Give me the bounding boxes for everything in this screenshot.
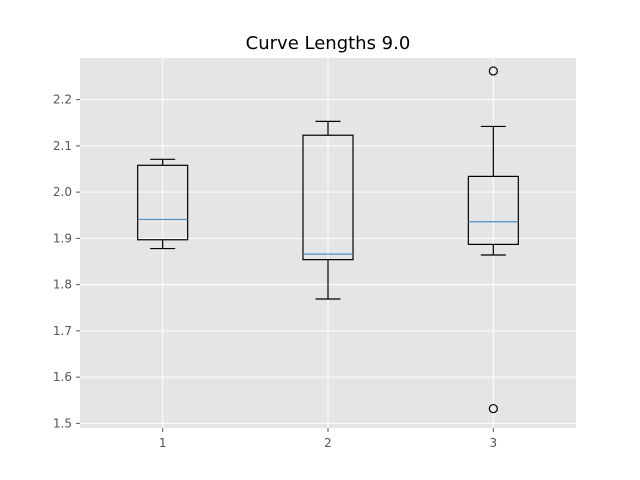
box-group [137, 158, 189, 250]
grid-lines [80, 58, 576, 428]
y-tick-label: 2.0 [53, 185, 72, 199]
box [467, 175, 519, 245]
box-group [302, 120, 354, 300]
y-tick-label: 2.2 [53, 93, 72, 107]
y-axis: 1.5 1.6 1.7 1.8 1.9 2.0 2.1 2.2 [53, 93, 80, 430]
x-axis: 1 2 3 [159, 428, 497, 450]
y-tick-label: 1.7 [53, 324, 72, 338]
boxes [137, 66, 519, 414]
y-tick-label: 1.5 [53, 416, 72, 430]
y-tick-label: 2.1 [53, 139, 72, 153]
outlier-point [488, 403, 498, 414]
x-tick-label: 3 [490, 436, 498, 450]
x-tick-label: 2 [324, 436, 332, 450]
box [137, 164, 189, 241]
x-tick-label: 1 [159, 436, 167, 450]
chart-title: Curve Lengths 9.0 [246, 33, 411, 54]
y-tick-label: 1.8 [53, 278, 72, 292]
y-tick-label: 1.9 [53, 231, 72, 245]
outlier-point [488, 66, 498, 76]
box-group [467, 66, 519, 414]
box [302, 134, 354, 261]
y-tick-label: 1.6 [53, 370, 72, 384]
